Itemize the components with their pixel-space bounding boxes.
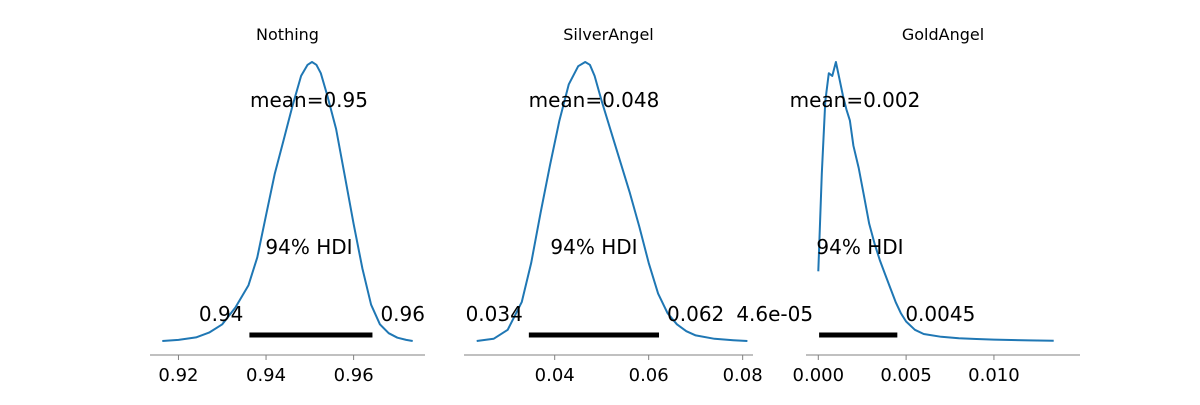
mean-label: mean=0.002 [790, 88, 921, 112]
hdi-high-label: 0.0045 [905, 302, 975, 326]
panel-silverangel: SilverAngel 0.04 0.06 0.08 mean=0.048 94% HDI… [464, 25, 763, 386]
mean-label: mean=0.048 [529, 88, 660, 112]
x-tick-label: 0.08 [723, 365, 763, 386]
x-tick-label: 0.06 [629, 365, 669, 386]
panel-title: SilverAngel [563, 25, 653, 44]
x-tick-label: 0.92 [158, 365, 198, 386]
hdi-high-label: 0.96 [380, 302, 425, 326]
hdi-label: 94% HDI [816, 235, 903, 259]
x-tick-label: 0.04 [535, 365, 575, 386]
panel-nothing: Nothing 0.92 0.94 0.96 mean=0.95 94% HDI 0.94 0… [150, 25, 425, 386]
panel-title: Nothing [256, 25, 319, 44]
hdi-low-label: 0.94 [199, 302, 244, 326]
density-curve [162, 61, 413, 342]
x-tick-label: 0.005 [880, 365, 932, 386]
hdi-low-label: 0.034 [466, 302, 523, 326]
hdi-label: 94% HDI [550, 235, 637, 259]
hdi-high-label: 0.062 [667, 302, 724, 326]
x-tick-label: 0.010 [968, 365, 1020, 386]
panel-goldangel: GoldAngel 0.000 0.005 0.010 mean=0.002 94% HD… [736, 25, 1080, 386]
panel-title: GoldAngel [902, 25, 984, 44]
x-tick-label: 0.000 [793, 365, 845, 386]
hdi-low-label: 4.6e-05 [736, 302, 813, 326]
x-tick-label: 0.94 [246, 365, 286, 386]
x-tick-label: 0.96 [334, 365, 374, 386]
hdi-label: 94% HDI [265, 235, 352, 259]
density-curve [817, 61, 1054, 342]
density-curve [476, 61, 748, 342]
mean-label: mean=0.95 [250, 88, 368, 112]
